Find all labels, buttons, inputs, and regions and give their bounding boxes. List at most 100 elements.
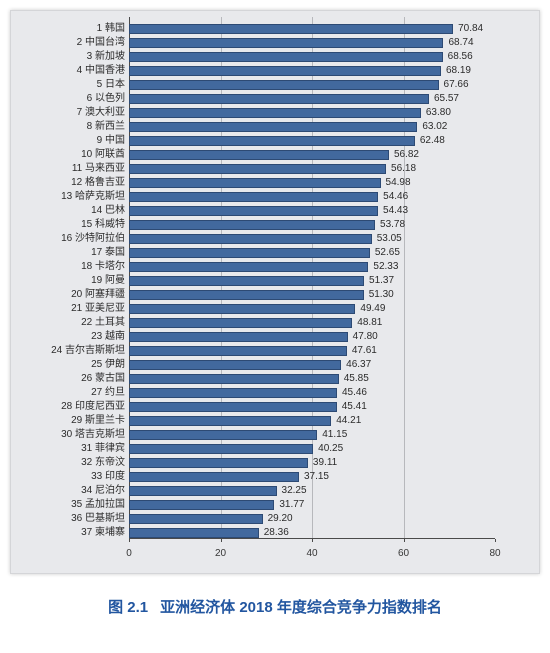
x-tick-label: 80 xyxy=(489,548,500,559)
bar-row: 17 泰国52.65 xyxy=(129,247,495,259)
bar-value: 47.80 xyxy=(353,331,378,343)
bar-value: 51.37 xyxy=(369,275,394,287)
bar-label: 32 东帝汶 xyxy=(17,457,125,469)
bar-row: 28 印度尼西亚45.41 xyxy=(129,401,495,413)
bar-label: 7 澳大利亚 xyxy=(17,107,125,119)
bar-value: 45.46 xyxy=(342,387,367,399)
bar-value: 53.05 xyxy=(377,233,402,245)
bar xyxy=(129,94,429,104)
bar xyxy=(129,360,341,370)
bar-label: 1 韩国 xyxy=(17,23,125,35)
bar-row: 22 土耳其48.81 xyxy=(129,317,495,329)
bar-label: 6 以色列 xyxy=(17,93,125,105)
bar-row: 8 新西兰63.02 xyxy=(129,121,495,133)
bar xyxy=(129,430,317,440)
bar-label: 15 科威特 xyxy=(17,219,125,231)
bar-value: 37.15 xyxy=(304,471,329,483)
bar-label: 4 中国香港 xyxy=(17,65,125,77)
bar xyxy=(129,346,347,356)
bar-value: 54.46 xyxy=(383,191,408,203)
x-tick-mark xyxy=(221,539,222,542)
bar-value: 63.80 xyxy=(426,107,451,119)
bar-label: 28 印度尼西亚 xyxy=(17,401,125,413)
bar-label: 23 越南 xyxy=(17,331,125,343)
x-tick-mark xyxy=(495,539,496,542)
bar-row: 29 斯里兰卡44.21 xyxy=(129,415,495,427)
bar-value: 44.21 xyxy=(336,415,361,427)
bar xyxy=(129,234,372,244)
bar xyxy=(129,150,389,160)
bar-value: 70.84 xyxy=(458,23,483,35)
bar-label: 29 斯里兰卡 xyxy=(17,415,125,427)
bar-row: 35 孟加拉国31.77 xyxy=(129,499,495,511)
bar-value: 31.77 xyxy=(279,499,304,511)
bar-label: 27 约旦 xyxy=(17,387,125,399)
bar-label: 11 马来西亚 xyxy=(17,163,125,175)
bar-label: 8 新西兰 xyxy=(17,121,125,133)
bar xyxy=(129,486,277,496)
bar-label: 3 新加坡 xyxy=(17,51,125,63)
bar-value: 52.33 xyxy=(373,261,398,273)
bar-value: 53.78 xyxy=(380,219,405,231)
bar xyxy=(129,108,421,118)
bar-row: 19 阿曼51.37 xyxy=(129,275,495,287)
figure-title: 亚洲经济体 2018 年度综合竞争力指数排名 xyxy=(160,599,442,616)
bar-label: 30 塔吉克斯坦 xyxy=(17,429,125,441)
bar-row: 30 塔吉克斯坦41.15 xyxy=(129,429,495,441)
bar-label: 31 菲律宾 xyxy=(17,443,125,455)
bar-row: 6 以色列65.57 xyxy=(129,93,495,105)
bar xyxy=(129,122,417,132)
chart-frame: 1 韩国70.842 中国台湾68.743 新加坡68.564 中国香港68.1… xyxy=(10,10,540,574)
bar xyxy=(129,332,348,342)
bar-row: 5 日本67.66 xyxy=(129,79,495,91)
bar-value: 45.85 xyxy=(344,373,369,385)
bar-label: 24 吉尔吉斯斯坦 xyxy=(17,345,125,357)
bar-label: 19 阿曼 xyxy=(17,275,125,287)
bar xyxy=(129,388,337,398)
bar-value: 46.37 xyxy=(346,359,371,371)
bar-row: 3 新加坡68.56 xyxy=(129,51,495,63)
bar-row: 1 韩国70.84 xyxy=(129,23,495,35)
bar-row: 16 沙特阿拉伯53.05 xyxy=(129,233,495,245)
bar-row: 20 阿塞拜疆51.30 xyxy=(129,289,495,301)
bar xyxy=(129,80,439,90)
bar-label: 17 泰国 xyxy=(17,247,125,259)
bar xyxy=(129,444,313,454)
bar xyxy=(129,304,355,314)
bar xyxy=(129,38,443,48)
bar-row: 25 伊朗46.37 xyxy=(129,359,495,371)
bar-value: 29.20 xyxy=(268,513,293,525)
bar xyxy=(129,374,339,384)
bar-row: 21 亚美尼亚49.49 xyxy=(129,303,495,315)
bar-value: 68.56 xyxy=(448,51,473,63)
bar-value: 40.25 xyxy=(318,443,343,455)
bar-value: 56.18 xyxy=(391,163,416,175)
bar-label: 33 印度 xyxy=(17,471,125,483)
bar-row: 23 越南47.80 xyxy=(129,331,495,343)
bar-row: 10 阿联酋56.82 xyxy=(129,149,495,161)
x-tick-mark xyxy=(404,539,405,542)
bar-row: 36 巴基斯坦29.20 xyxy=(129,513,495,525)
bar-label: 16 沙特阿拉伯 xyxy=(17,233,125,245)
bar-value: 62.48 xyxy=(420,135,445,147)
bar xyxy=(129,262,368,272)
bar-value: 65.57 xyxy=(434,93,459,105)
bar-value: 68.74 xyxy=(448,37,473,49)
bar-row: 34 尼泊尔32.25 xyxy=(129,485,495,497)
bar-value: 68.19 xyxy=(446,65,471,77)
bar xyxy=(129,402,337,412)
bar xyxy=(129,472,299,482)
bar-value: 54.98 xyxy=(386,177,411,189)
bar-label: 36 巴基斯坦 xyxy=(17,513,125,525)
bar-row: 24 吉尔吉斯斯坦47.61 xyxy=(129,345,495,357)
bars-container: 1 韩国70.842 中国台湾68.743 新加坡68.564 中国香港68.1… xyxy=(129,23,495,539)
bar xyxy=(129,178,381,188)
plot-area: 1 韩国70.842 中国台湾68.743 新加坡68.564 中国香港68.1… xyxy=(129,17,495,567)
x-tick-label: 0 xyxy=(126,548,132,559)
bar xyxy=(129,52,443,62)
bar xyxy=(129,136,415,146)
bar-value: 45.41 xyxy=(342,401,367,413)
bar-row: 13 哈萨克斯坦54.46 xyxy=(129,191,495,203)
bar xyxy=(129,66,441,76)
bar-row: 27 约旦45.46 xyxy=(129,387,495,399)
